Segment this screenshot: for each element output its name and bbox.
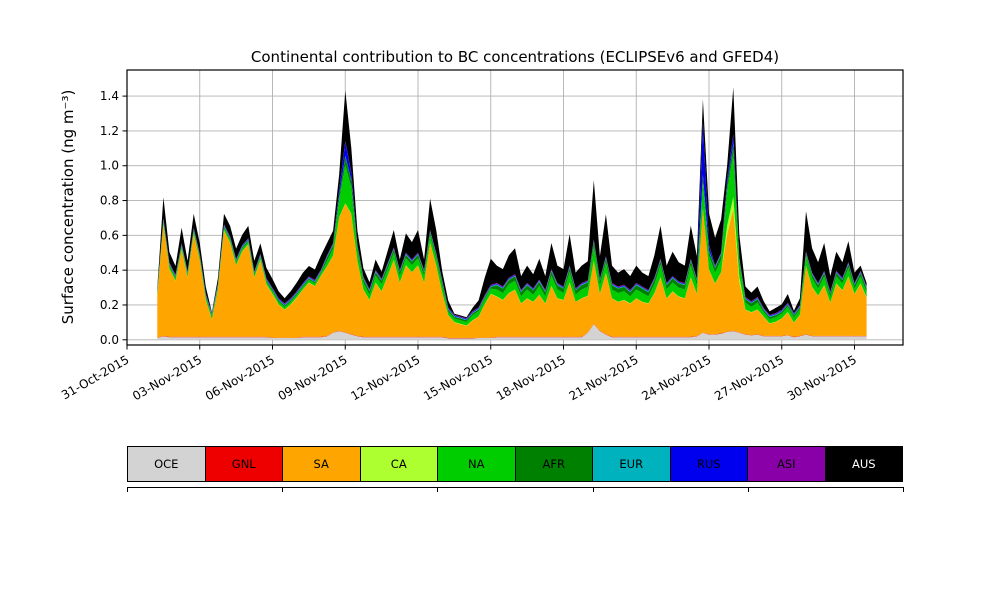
legend-item-OCE: OCE (127, 446, 206, 482)
legend-item-NA: NA (437, 446, 516, 482)
x-tick-label: 06-Nov-2015 (203, 352, 277, 403)
x-tick-label: 31-Oct-2015 (59, 352, 131, 402)
legend-item-CA: CA (359, 446, 438, 482)
area-SA (157, 203, 867, 338)
y-tick-label: 1.4 (100, 89, 119, 103)
legend-axis-tick (747, 488, 749, 492)
x-tick-label: 15-Nov-2015 (421, 352, 495, 403)
x-tick-label: 30-Nov-2015 (785, 352, 859, 403)
legend-item-AFR: AFR (514, 446, 593, 482)
legend-item-EUR: EUR (592, 446, 671, 482)
x-tick-label: 18-Nov-2015 (494, 352, 568, 403)
area-AUS (157, 87, 867, 319)
legend-axis-tick (127, 488, 128, 492)
x-tick-label: 24-Nov-2015 (639, 352, 713, 403)
legend-axis-line (127, 487, 904, 488)
y-tick-label: 0.2 (100, 298, 119, 312)
x-tick-label: 03-Nov-2015 (130, 352, 204, 403)
x-tick-label: 21-Nov-2015 (567, 352, 641, 403)
legend-axis-tick (282, 488, 284, 492)
legend-item-AUS: AUS (824, 446, 903, 482)
area-OCE (157, 324, 867, 340)
chart-title: Continental contribution to BC concentra… (250, 48, 780, 66)
legend-axis-tick (903, 488, 904, 492)
area-NA (157, 153, 867, 326)
legend-axis-tick (592, 488, 594, 492)
legend-axis-tick (437, 488, 439, 492)
legend-item-RUS: RUS (669, 446, 748, 482)
legend-item-SA: SA (282, 446, 361, 482)
x-tick-label: 27-Nov-2015 (712, 352, 786, 403)
y-tick-label: 1.0 (100, 159, 119, 173)
plot-area: 31-Oct-201503-Nov-201506-Nov-201509-Nov-… (59, 69, 904, 403)
y-tick-label: 1.2 (100, 124, 119, 138)
y-tick-label: 0.6 (100, 228, 119, 242)
legend: OCE GNL SA CA NA AFR EUR RUS ASI AUS (127, 446, 903, 482)
y-tick-label: 0.0 (100, 333, 119, 347)
y-tick-label: 0.4 (100, 263, 119, 277)
plot-border (126, 69, 904, 346)
x-tick-label: 12-Nov-2015 (348, 352, 422, 403)
legend-item-GNL: GNL (204, 446, 283, 482)
y-tick-label: 0.8 (100, 194, 119, 208)
legend-item-ASI: ASI (747, 446, 826, 482)
area-GNL (157, 323, 867, 339)
x-tick-label: 09-Nov-2015 (276, 352, 350, 403)
